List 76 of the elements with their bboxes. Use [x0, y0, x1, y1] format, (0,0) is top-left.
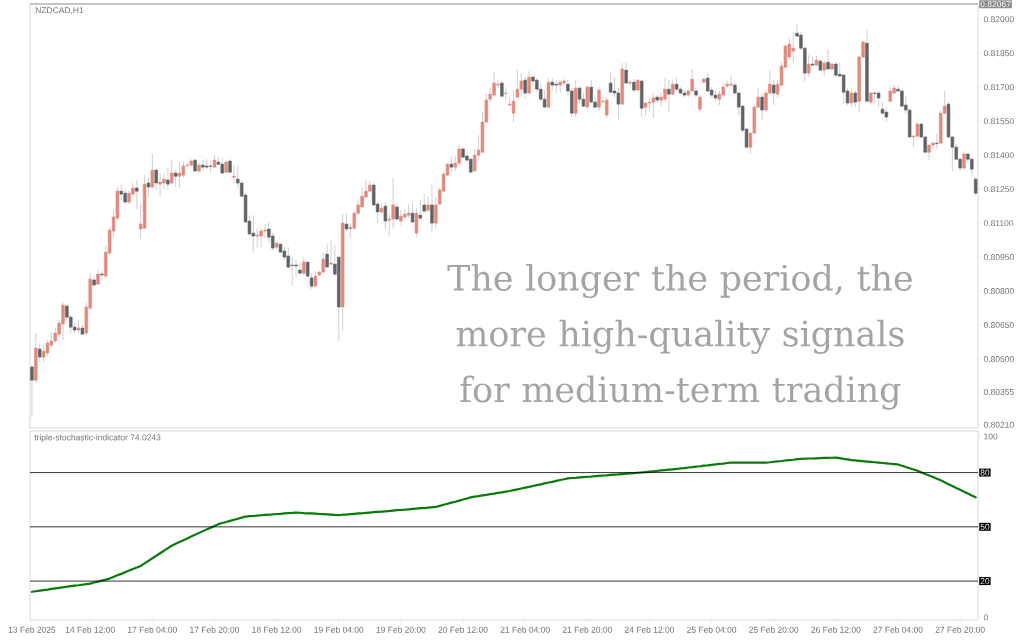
candlestick	[418, 199, 423, 221]
candlestick	[523, 76, 527, 100]
candlestick	[760, 92, 764, 121]
y-tick-label: 0.81850	[983, 50, 1014, 57]
annotation: The longer the period, the more high-quality signals for medium-term trading	[447, 263, 912, 410]
candlestick	[970, 156, 974, 177]
candlestick	[605, 96, 609, 119]
candlestick	[935, 132, 939, 150]
candlestick	[158, 172, 162, 197]
ref-line-label: 50	[980, 523, 990, 530]
candlestick	[791, 31, 795, 64]
candlestick	[30, 364, 34, 418]
y-tick-label: 0.80650	[983, 322, 1014, 329]
chart-title: NZDCAD,H1	[35, 7, 84, 15]
x-tick-label: 19 Feb 20:00	[376, 626, 426, 633]
ref-line-label: 20	[980, 578, 990, 585]
y-tick-label: 0.81400	[983, 152, 1014, 159]
x-tick-label: 20 Feb 12:00	[438, 626, 488, 633]
candlestick	[873, 90, 877, 104]
x-tick-label: 18 Feb 12:00	[252, 626, 302, 633]
candlestick	[531, 74, 535, 88]
candlestick	[927, 143, 931, 161]
y-tick-label: 0.81700	[983, 84, 1014, 91]
candlestick	[667, 79, 671, 113]
candlestick	[430, 184, 434, 232]
candlestick	[232, 164, 236, 184]
ref-line-label: 80	[980, 469, 990, 476]
x-tick-label: 27 Feb 04:00	[873, 626, 923, 633]
candlestick	[255, 228, 259, 248]
candlestick	[554, 79, 558, 94]
y-tick-label: 0.80355	[983, 388, 1014, 395]
x-tick-label: 21 Feb 20:00	[562, 626, 612, 633]
candlestick	[325, 243, 329, 268]
y-tick-label: 0.81100	[983, 220, 1014, 227]
candlestick	[973, 176, 978, 197]
candlestick	[290, 256, 294, 287]
x-tick-label: 25 Feb 04:00	[687, 626, 737, 633]
candlestick	[729, 74, 733, 88]
candlestick	[119, 183, 123, 201]
y-tick-label: 0.80500	[983, 356, 1014, 363]
candlestick	[519, 72, 523, 98]
candlestick	[61, 301, 65, 341]
x-tick-label: 25 Feb 20:00	[749, 626, 799, 633]
y-tick-label: 0.80800	[983, 288, 1014, 295]
candlestick	[624, 61, 628, 84]
candlestick	[492, 71, 496, 98]
candlestick	[414, 207, 419, 238]
y-tick-label: 0.81250	[983, 186, 1014, 193]
x-tick-label: 21 Feb 04:00	[500, 626, 550, 633]
candlestick	[558, 79, 562, 94]
x-tick-label: 26 Feb 12:00	[811, 626, 861, 633]
candlestick	[135, 179, 139, 210]
y-tick-label: 0.81550	[983, 118, 1014, 125]
candlestick	[628, 79, 632, 86]
candlestick	[597, 86, 601, 112]
candlestick	[146, 176, 151, 198]
y-tick-label: 0.80950	[983, 254, 1014, 261]
x-tick-label: 17 Feb 04:00	[128, 626, 177, 633]
y-tick-label: 0.80210	[983, 421, 1014, 428]
x-tick-label: 14 Feb 12:00	[65, 626, 115, 633]
candlestick	[426, 195, 430, 213]
x-tick-label: 24 Feb 12:00	[624, 626, 675, 633]
candlestick	[166, 167, 170, 191]
y-tick-label: 0	[983, 614, 988, 621]
chart-title: triple-stochastic-indicator 74.0243	[34, 434, 161, 443]
y-tick-label: 0.82000	[983, 16, 1014, 23]
candlestick	[100, 270, 104, 281]
candlestick	[298, 262, 302, 275]
candlestick	[259, 227, 263, 248]
y-tick-label: 100	[984, 433, 998, 440]
candlestick	[504, 86, 508, 101]
ref-line-label: 0.82067	[980, 1, 1011, 8]
x-tick-label: 17 Feb 20:00	[190, 626, 240, 633]
x-tick-label: 27 Feb 20:00	[935, 626, 985, 633]
x-tick-label: 19 Feb 04:00	[314, 626, 364, 633]
x-tick-label: 13 Feb 2025	[8, 626, 56, 633]
